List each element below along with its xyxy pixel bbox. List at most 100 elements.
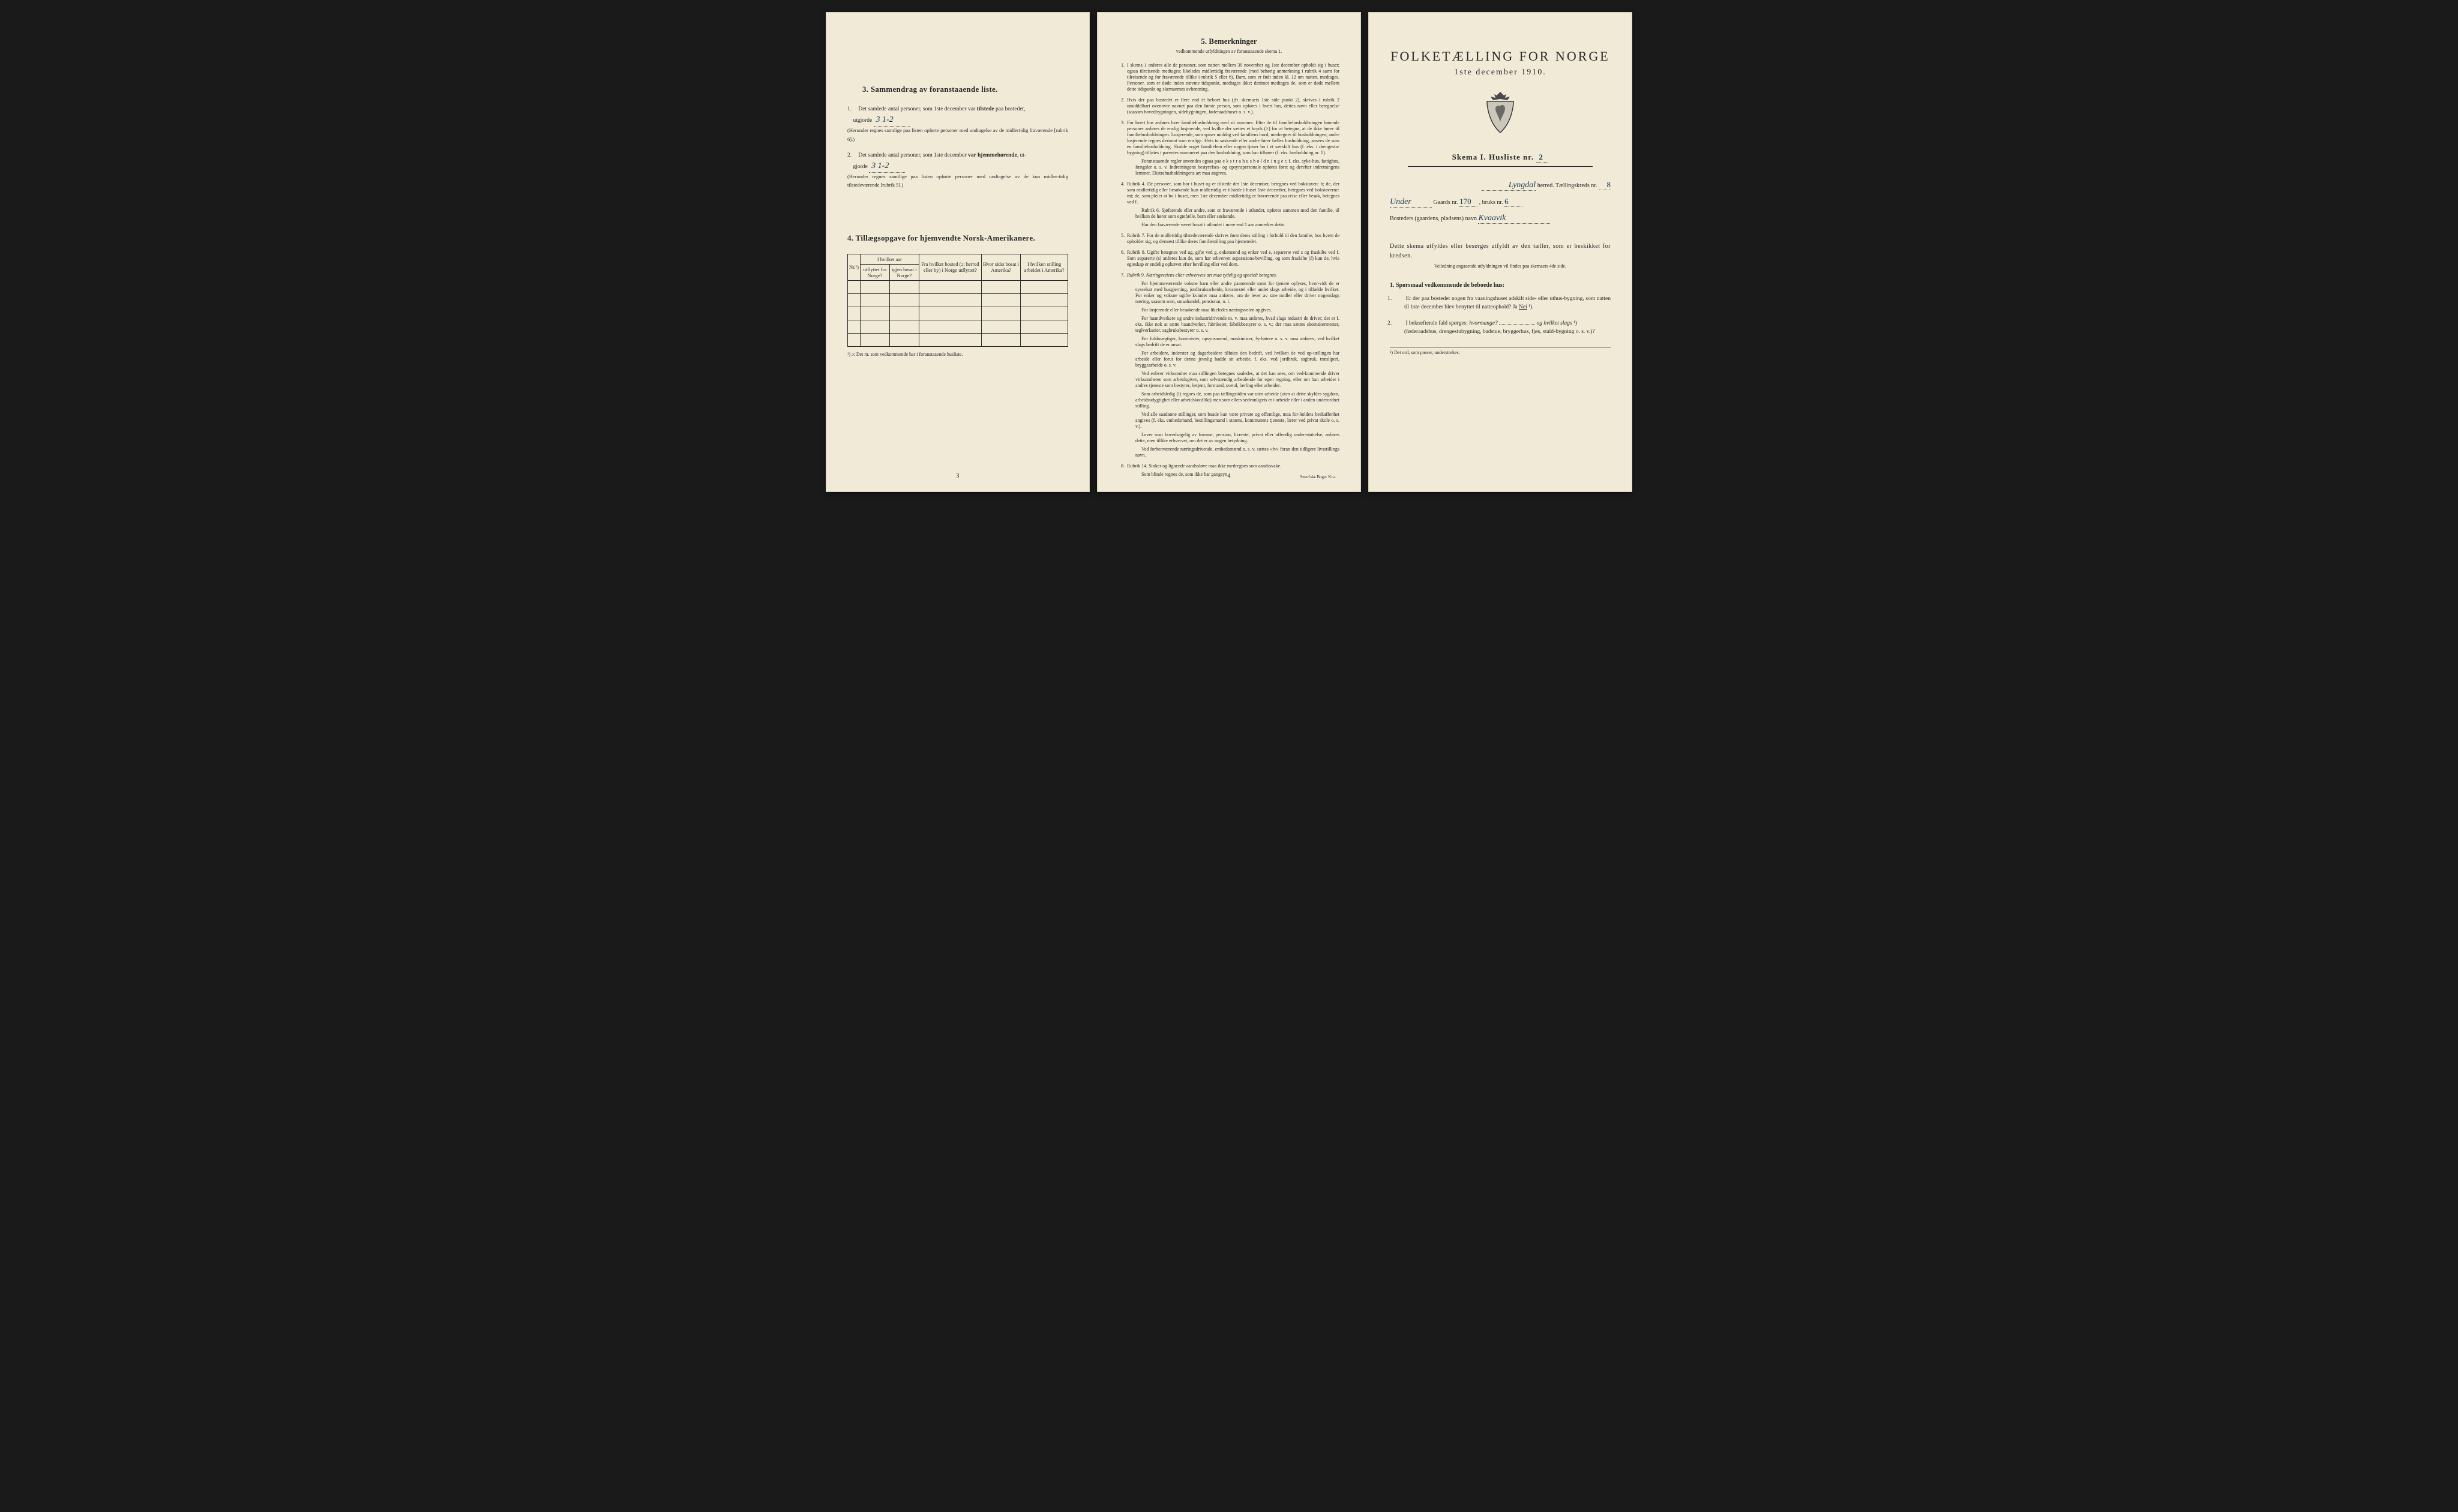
item-number: 1. (847, 105, 857, 113)
section-5-sub: vedkommende utfyldningen av foranstaaend… (1119, 49, 1339, 54)
q2-sup: ¹) (1572, 320, 1577, 326)
printer-imprint: Steen'ske Bogtr. Kr.a. (1300, 475, 1336, 479)
table-footnote: ¹) ɔ: Det nr. som vedkommende har i fora… (847, 352, 1068, 357)
remark-text: Rubrik 4. De personer, som bor i huset o… (1127, 181, 1339, 205)
bosted-row: Bostedets (gaardens, pladsens) navn Kvaa… (1390, 214, 1611, 224)
q1-text: Er der paa bostedet nogen fra vaaningshu… (1404, 296, 1611, 310)
item1-text-pre: Det samlede antal personer, som 1ste dec… (858, 106, 976, 112)
herred-field: Lyngdal (1482, 181, 1536, 191)
question-1: 1. Er der paa bostedet nogen fra vaaning… (1404, 295, 1611, 312)
th-year: I hvilket aar (861, 254, 919, 264)
remark-text: For hvert hus anføres hver familiehushol… (1127, 120, 1339, 155)
instruction-text: Dette skema utfyldes eller besørges utfy… (1390, 242, 1611, 261)
gaards-row: Under Gaards nr. 170 , bruks nr. 6 (1390, 197, 1611, 208)
item-number: 2. (847, 151, 857, 160)
q2-count-field (1499, 324, 1535, 325)
main-title: FOLKETÆLLING FOR NORGE (1390, 49, 1611, 64)
item1-text-post: paa bostedet, (994, 106, 1026, 112)
section-5-title: 5. Bemerkninger (1119, 37, 1339, 46)
census-page-4: 5. Bemerkninger vedkommende utfyldningen… (1097, 12, 1361, 492)
remarks-list: 1.I skema 1 anføres alle de personer, so… (1119, 62, 1339, 478)
count-present-field: 3 1-2 (874, 113, 910, 127)
emigrant-table: Nr.¹) I hvilket aar Fra hvilket bosted (… (847, 254, 1068, 347)
th-lastamerica: Hvor sidst bosat i Amerika? (981, 254, 1020, 280)
husliste-nr-field: 2 (1536, 152, 1548, 163)
q2-e: (føderaadshus, drengestubygning, badstue… (1404, 329, 1595, 335)
table-head: Nr.¹) I hvilket aar Fra hvilket bosted (… (848, 254, 1068, 280)
item2-fineprint: (Herunder regnes samtlige paa listen opf… (847, 173, 1068, 188)
remark-3-para: Foranstaaende regler anvendes ogsaa paa … (1135, 158, 1339, 176)
item1-fineprint: (Herunder regnes samtlige paa listen opf… (847, 127, 1068, 142)
gaards-label: Gaards nr. (1434, 199, 1458, 206)
remark-7-a: For hjemmeværende voksne barn eller andr… (1135, 281, 1339, 305)
footnote-right: ¹) Det ord, som passer, understrekes. (1390, 347, 1611, 355)
summary-item-2: 2. Det samlede antal personer, som 1ste … (847, 151, 1068, 190)
remark-text: Rubrik 7. For de midlertidig tilstedevær… (1127, 233, 1339, 244)
herred-label: herred. Tællingskreds nr. (1537, 182, 1597, 189)
divider (1408, 166, 1593, 167)
item1-line2: utgjorde (853, 118, 873, 124)
remark-5: 5.Rubrik 7. For de midlertidig tilstedev… (1127, 233, 1339, 245)
section-3-title: 3. Sammendrag av foranstaaende liste. (862, 85, 1068, 94)
bosted-label: Bostedets (gaardens, pladsens) navn (1390, 215, 1478, 222)
count-resident-field: 3 1-2 (869, 160, 905, 173)
section-4-title: 4. Tillægsopgave for hjemvendte Norsk-Am… (847, 233, 1068, 243)
remark-1: 1.I skema 1 anføres alle de personer, so… (1127, 62, 1339, 92)
q2-hvormange: hvormange? (1469, 320, 1498, 326)
coat-of-arms-icon (1390, 91, 1611, 137)
census-date: 1ste december 1910. (1390, 68, 1611, 77)
remark-text: Rubrik 14. Sinker og lignende aandssløve… (1127, 463, 1281, 469)
table-row (848, 307, 1068, 320)
bruks-nr-field: 6 (1504, 197, 1522, 207)
herred-row: Lyngdal herred. Tællingskreds nr. 8 (1390, 180, 1611, 191)
remark-text: Rubrik 9. Næringsveiens eller erhvervets… (1127, 272, 1277, 278)
remark-7-b: For losjerende eller besøkende maa likel… (1135, 307, 1339, 313)
table-row (848, 320, 1068, 333)
remark-3: 3.For hvert hus anføres hver familiehush… (1127, 120, 1339, 176)
guidance-note: Veiledning angaaende utfyldningen vil fi… (1390, 263, 1611, 269)
th-occupation: I hvilken stilling arbeidet i Amerika? (1021, 254, 1068, 280)
q-number: 2. (1396, 319, 1404, 328)
item2-line2: gjorde (853, 164, 868, 170)
remark-4: 4.Rubrik 4. De personer, som bor i huset… (1127, 181, 1339, 228)
remark-6: 6.Rubrik 8. Ugifte betegnes ved ug, gift… (1127, 250, 1339, 268)
question-heading: 1. Spørsmaal vedkommende de beboede hus: (1390, 282, 1611, 289)
remark-7-i: Lever man hovedsagelig av formue, pensio… (1135, 432, 1339, 444)
th-nr: Nr.¹) (848, 254, 861, 280)
bosted-field: Kvaavik (1478, 214, 1550, 224)
bruks-label: , bruks nr. (1479, 199, 1503, 206)
q-number: 1. (1396, 295, 1404, 303)
skema-line: Skema I. Husliste nr. 2 (1390, 152, 1611, 163)
q1-nei-answer: Nei (1519, 304, 1527, 310)
gaards-nr-field: 170 (1459, 197, 1477, 207)
table-body (848, 280, 1068, 346)
item1-bold: tilstede (977, 106, 994, 112)
remark-7-j: Ved forhenværende næringsdrivende, embed… (1135, 446, 1339, 458)
remark-7-d: For fuldmægtiger, kontorister, opsynsmæn… (1135, 336, 1339, 348)
section-gap (847, 197, 1068, 227)
th-emigrated: utflyttet fra Norge? (861, 264, 890, 280)
table-row (848, 280, 1068, 293)
page-number: 3 (826, 473, 1089, 479)
remark-4-para1: Rubrik 6. Sjøfarende eller andre, som er… (1135, 208, 1339, 220)
table-row (848, 293, 1068, 307)
under-field: Under (1390, 197, 1432, 208)
skema-label: Skema I. Husliste nr. (1452, 152, 1534, 161)
th-returned: igjen bosat i Norge? (889, 264, 919, 280)
table-row (848, 333, 1068, 346)
remark-7: 7.Rubrik 9. Næringsveiens eller erhverve… (1127, 272, 1339, 458)
remark-7-c: For haandverkere og andre industridriven… (1135, 316, 1339, 334)
kreds-nr-field: 8 (1599, 180, 1611, 190)
item2-text-pre: Det samlede antal personer, som 1ste dec… (858, 152, 968, 158)
remark-2: 2.Hvis der paa bostedet er flere end ét … (1127, 97, 1339, 115)
item2-text-post: , ut- (1017, 152, 1026, 158)
th-fromplace: Fra hvilket bosted (ɔ: herred eller by) … (919, 254, 981, 280)
remark-7-f: Ved enhver virksomhet maa stillingen bet… (1135, 371, 1339, 389)
census-page-3: 3. Sammendrag av foranstaaende liste. 1.… (826, 12, 1090, 492)
remark-text: Rubrik 8. Ugifte betegnes ved ug, gifte … (1127, 250, 1339, 267)
summary-item-1: 1. Det samlede antal personer, som 1ste … (847, 105, 1068, 144)
q2-a: I bekræftende fald spørges: (1405, 320, 1469, 326)
question-2: 2. I bekræftende fald spørges: hvormange… (1404, 319, 1611, 337)
remark-text: I skema 1 anføres alle de personer, som … (1127, 62, 1339, 92)
remark-7-g: Som arbeidsledig (l) regnes de, som paa … (1135, 391, 1339, 409)
